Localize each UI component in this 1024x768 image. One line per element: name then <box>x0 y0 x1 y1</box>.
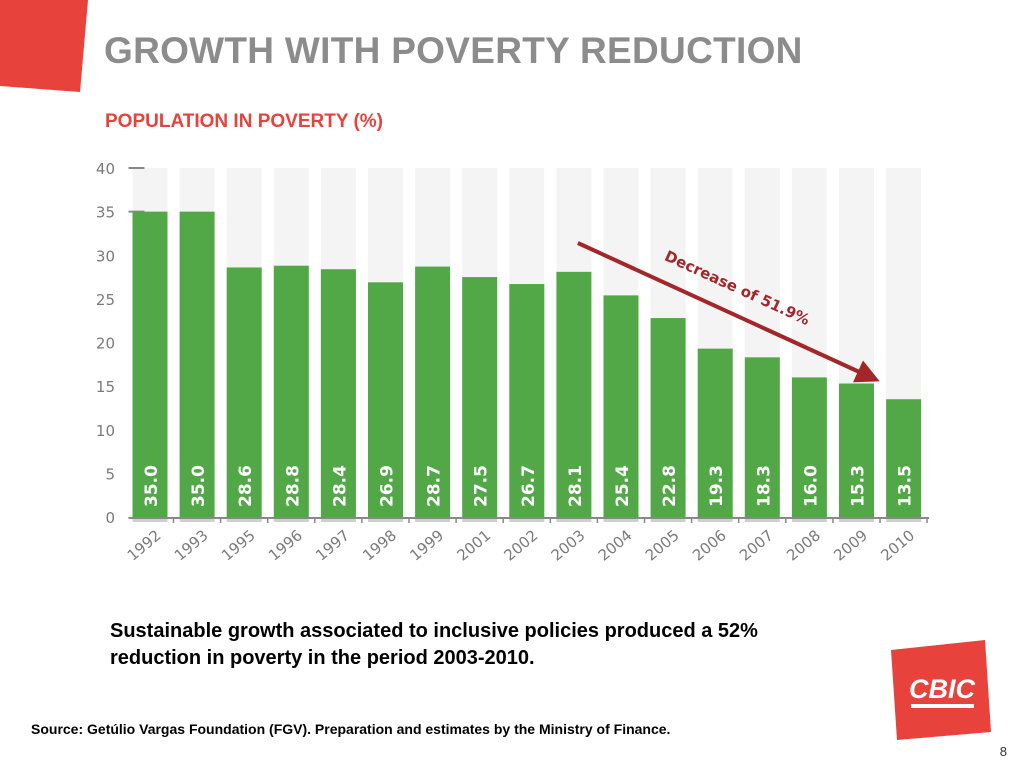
decrease-arrow <box>577 241 880 383</box>
bar <box>368 282 403 517</box>
bar <box>791 377 827 517</box>
data-label: 35.0 <box>142 465 162 507</box>
column-base <box>226 517 262 522</box>
data-label: 28.8 <box>283 465 303 507</box>
column-base <box>415 517 451 522</box>
column-base <box>839 517 874 522</box>
data-label: 28.4 <box>330 465 350 507</box>
bar <box>697 348 733 517</box>
bar <box>886 399 922 517</box>
x-tick-label: 1996 <box>265 526 306 564</box>
bar <box>509 284 545 517</box>
x-tick-label: 2003 <box>548 526 589 564</box>
x-tick-label: 2006 <box>689 526 730 564</box>
data-label: 28.1 <box>566 465 586 507</box>
column-base <box>744 517 780 522</box>
column-base <box>603 517 639 522</box>
data-label: 25.4 <box>613 465 633 507</box>
column-base <box>556 517 592 522</box>
bar <box>744 357 780 517</box>
red-corner-decoration <box>0 0 88 92</box>
column-base <box>273 517 309 522</box>
bar <box>556 271 592 517</box>
column-base <box>886 517 922 522</box>
bar <box>179 211 215 517</box>
source-note: Source: Getúlio Vargas Foundation (FGV).… <box>31 721 671 737</box>
y-tick-label: 25 <box>96 291 115 309</box>
x-tick-label: 1997 <box>312 526 353 564</box>
x-tick-label: 1993 <box>171 526 212 564</box>
x-tick-label: 2009 <box>830 526 871 564</box>
y-tick-label: 5 <box>105 465 115 483</box>
data-label: 22.8 <box>660 465 680 507</box>
x-tick-label: 1992 <box>124 526 165 564</box>
column-base <box>368 517 403 522</box>
data-label: 28.7 <box>425 465 445 507</box>
y-tick-label: 0 <box>105 509 115 527</box>
y-tick-label: 35 <box>96 204 115 222</box>
bar <box>273 265 309 517</box>
y-tick-label: 10 <box>96 422 115 440</box>
data-label: 18.3 <box>754 465 774 507</box>
data-label: 15.3 <box>849 465 869 507</box>
bar <box>226 267 262 517</box>
page-number: 8 <box>999 744 1007 759</box>
data-label: 28.6 <box>236 465 256 507</box>
bar <box>839 383 874 517</box>
y-tick-label: 20 <box>96 335 115 353</box>
x-tick-label: 1995 <box>218 526 259 564</box>
column-base <box>650 517 686 522</box>
data-label: 27.5 <box>472 465 492 507</box>
bar <box>650 318 686 517</box>
data-label: 26.9 <box>378 465 398 507</box>
column-base <box>697 517 733 522</box>
x-tick-label: 2007 <box>736 526 777 564</box>
bar <box>320 269 356 517</box>
column-base <box>320 517 356 522</box>
x-tick-label: 2010 <box>877 526 918 564</box>
chart-title: POPULATION IN POVERTY (%) <box>105 111 383 132</box>
bar <box>603 295 639 517</box>
x-tick-label: 2004 <box>595 526 636 564</box>
y-tick-label: 30 <box>96 247 115 265</box>
x-tick-label: 2008 <box>783 526 824 564</box>
caption-text: Sustainable growth associated to inclusi… <box>110 620 758 669</box>
y-tick-label: 15 <box>96 378 115 396</box>
bars <box>132 211 922 517</box>
column-base <box>132 517 168 522</box>
bar <box>415 266 451 517</box>
logo-text: CBIC <box>909 674 975 704</box>
column-base <box>509 517 545 522</box>
data-labels: 35.0 35.0 28.6 28.8 28.4 26.9 28.7 27.5 26.7 28.1… <box>142 465 916 507</box>
x-tick-label: 2005 <box>642 526 683 564</box>
slide-title: GROWTH WITH POVERTY REDUCTION <box>104 30 803 71</box>
data-label: 16.0 <box>801 465 821 507</box>
column-base <box>179 517 215 522</box>
data-label: 35.0 <box>189 465 209 507</box>
data-label: 19.3 <box>707 465 727 507</box>
column-base <box>791 517 827 522</box>
bar <box>132 211 168 517</box>
data-label: 13.5 <box>896 465 916 507</box>
y-tick-label: 40 <box>96 160 115 178</box>
data-label: 26.7 <box>519 465 539 507</box>
bar <box>462 277 498 517</box>
x-tick-label: 2002 <box>501 526 542 564</box>
x-tick-label: 1999 <box>406 526 447 564</box>
poverty-bar-chart: 35.0 35.0 28.6 28.8 28.4 26.9 28.7 27.5 26.7 28.1… <box>96 160 930 565</box>
column-base <box>462 517 498 522</box>
x-tick-label: 1998 <box>359 526 400 564</box>
cbic-logo: CBIC <box>891 640 991 740</box>
x-tick-label: 2001 <box>453 526 494 564</box>
